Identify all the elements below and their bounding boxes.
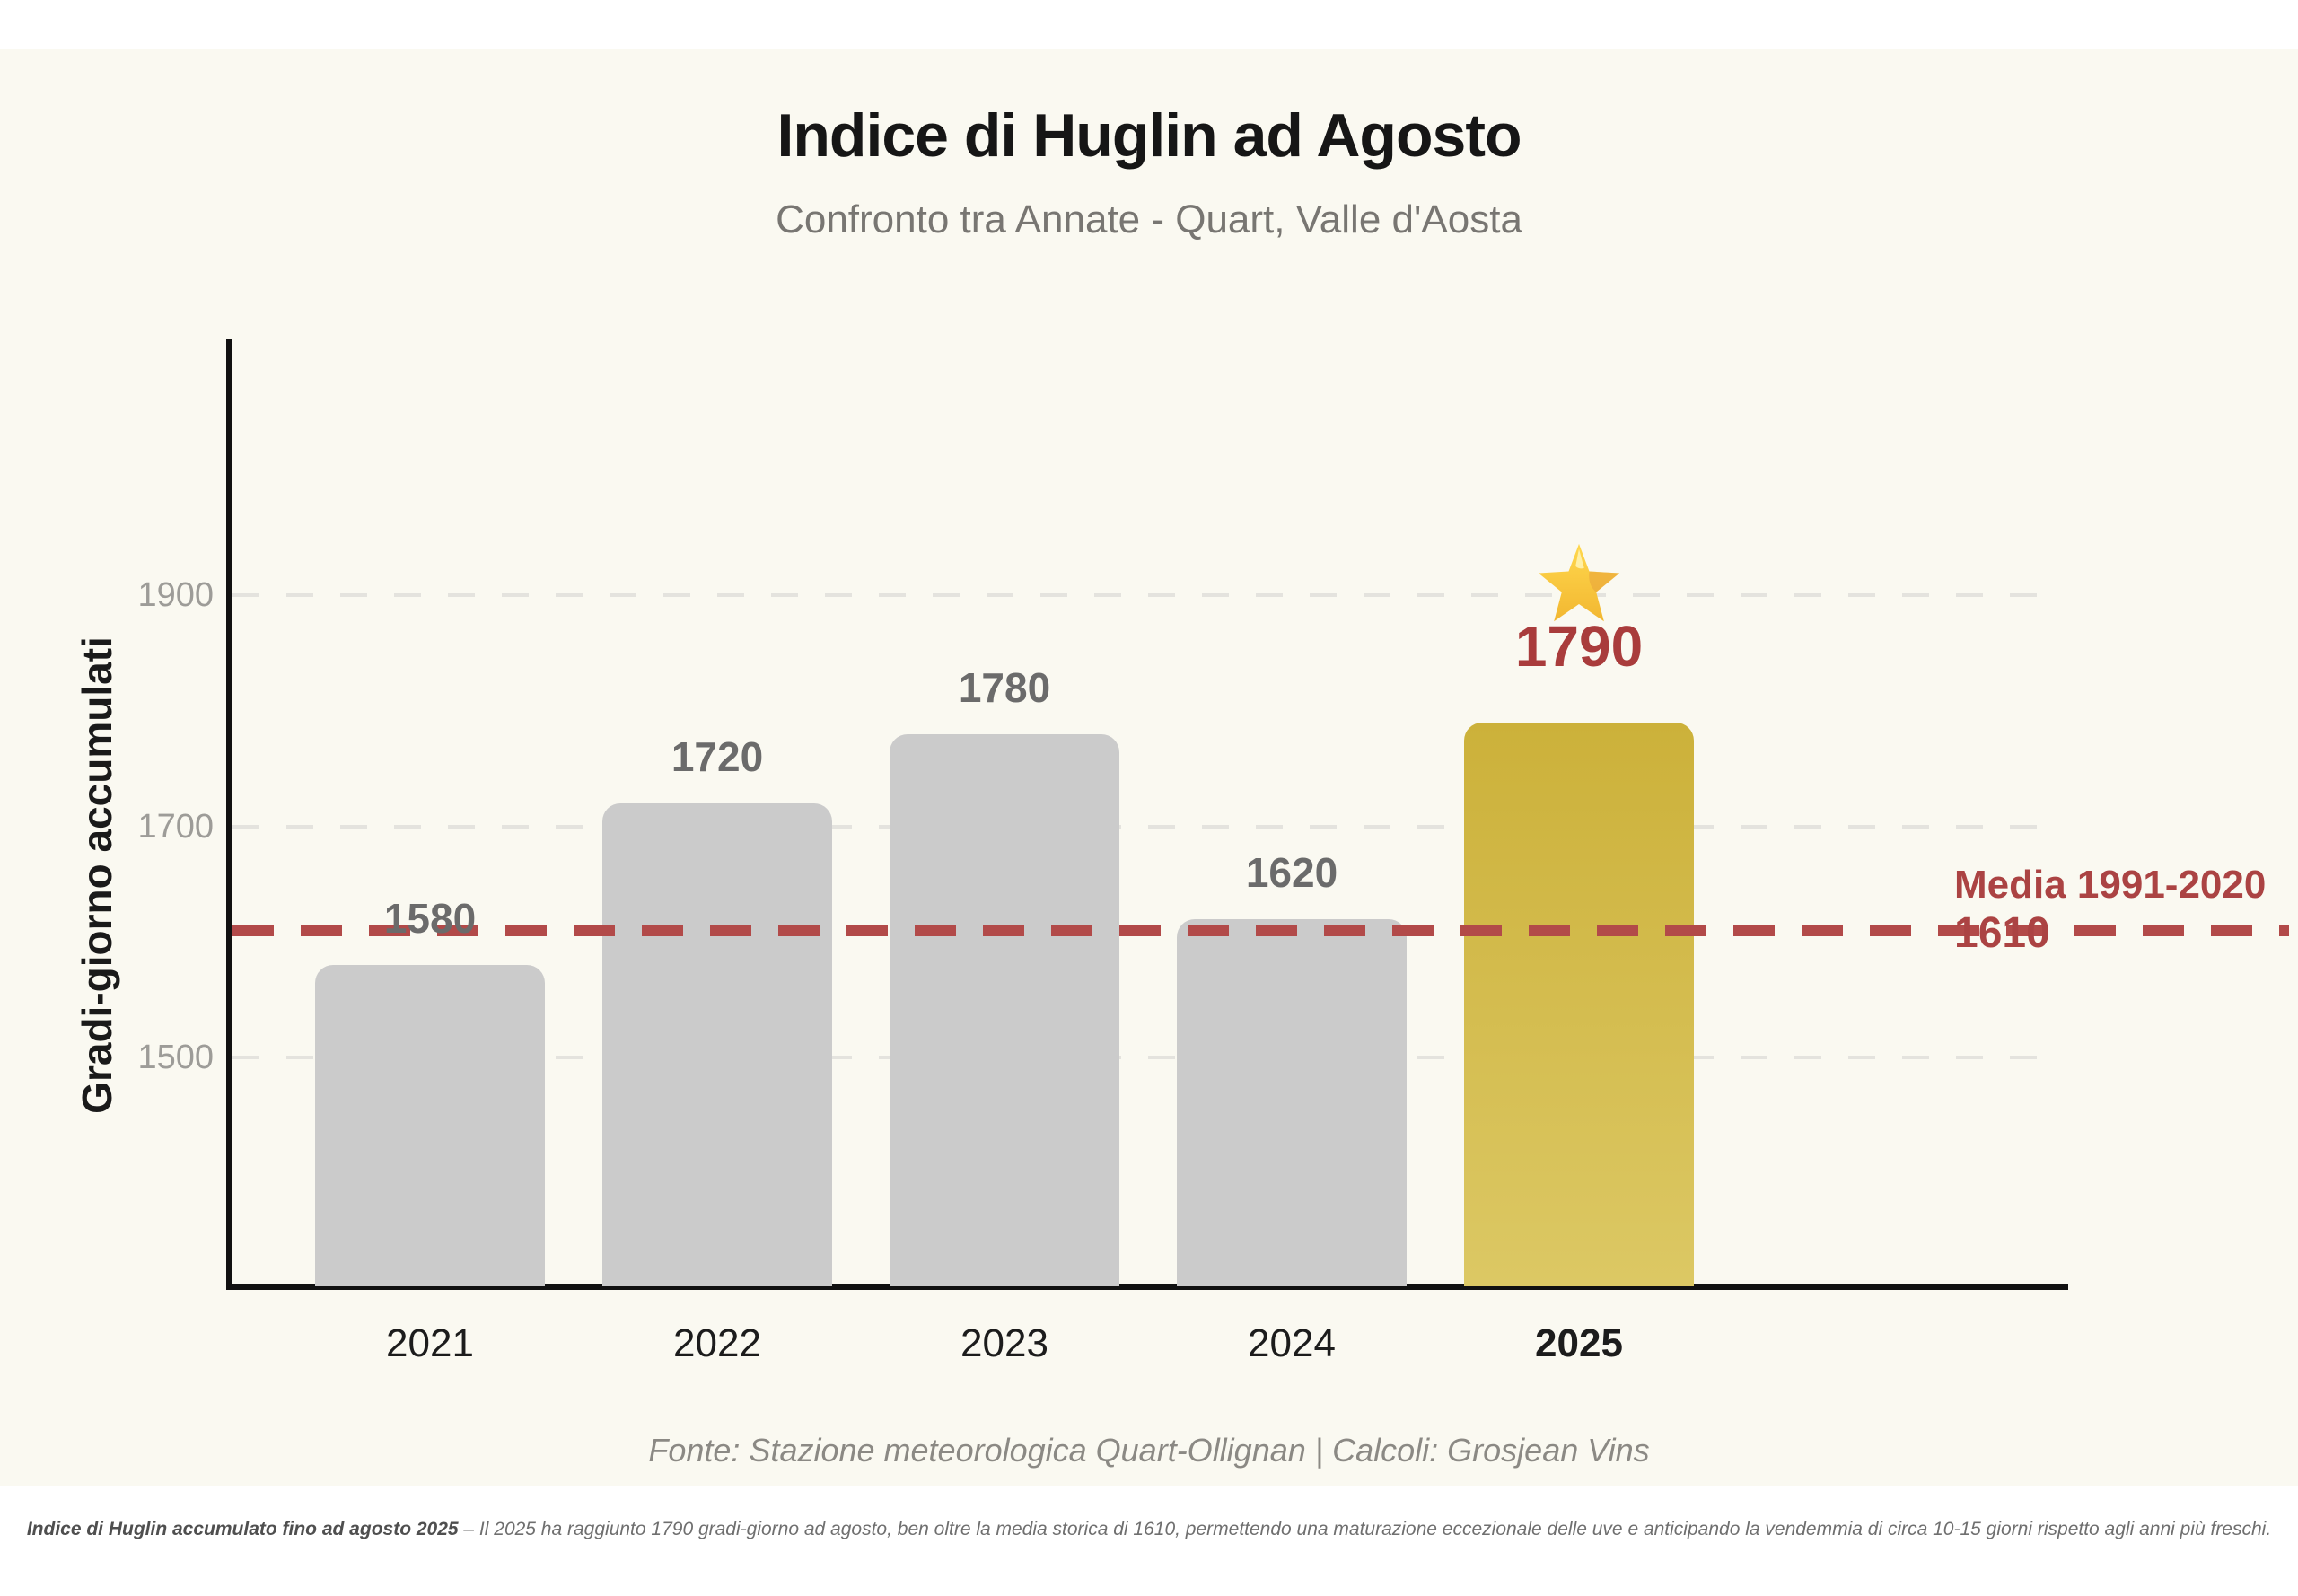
- star-icon: [1538, 543, 1620, 622]
- y-tick-label: 1900: [137, 576, 214, 614]
- reference-line-label: Media 1991-2020: [1954, 863, 2267, 907]
- caption-text: – Il 2025 ha raggiunto 1790 gradi-giorno…: [458, 1519, 2272, 1539]
- bottom-caption: Indice di Huglin accumulato fino ad agos…: [0, 1519, 2298, 1540]
- caption-bold: Indice di Huglin accumulato fino ad agos…: [26, 1519, 459, 1539]
- x-tick-label-2025: 2025: [1535, 1321, 1623, 1365]
- chart-subtitle: Confronto tra Annate - Quart, Valle d'Ao…: [776, 197, 1522, 241]
- source-line: Fonte: Stazione meteorologica Quart-Olli…: [648, 1432, 1650, 1469]
- value-label-2021: 1580: [383, 895, 477, 942]
- reference-dashed-line: [232, 925, 2289, 937]
- bar-2024: [1177, 918, 1407, 1286]
- reference-line-labels: Media 1991-2020 1610: [1954, 862, 2266, 959]
- y-tick-label: 1500: [137, 1039, 214, 1076]
- bar-2022: [602, 802, 832, 1286]
- x-tick-label-2023: 2023: [960, 1321, 1048, 1365]
- bar-2021: [315, 965, 545, 1286]
- y-axis-line: [226, 339, 232, 1290]
- value-label-2022: 1720: [671, 732, 764, 780]
- value-label-2024: 1620: [1245, 848, 1338, 896]
- x-tick-label-2024: 2024: [1248, 1321, 1336, 1365]
- value-label-2023: 1780: [958, 663, 1051, 711]
- x-tick-label-2021: 2021: [386, 1321, 474, 1365]
- x-tick-label-2022: 2022: [673, 1321, 761, 1365]
- reference-line-value: 1610: [1954, 909, 2050, 957]
- bar-2025: [1464, 722, 1694, 1286]
- caption-strip: [0, 1486, 2298, 1596]
- x-axis-line: [226, 1284, 2068, 1290]
- gridline-1500: [232, 1056, 2056, 1059]
- value-label-2025: 1790: [1514, 613, 1644, 679]
- gridline-1900: [232, 593, 2056, 597]
- y-tick-label: 1700: [137, 807, 214, 846]
- bar-2023: [890, 733, 1119, 1286]
- chart-title: Indice di Huglin ad Agosto: [776, 101, 1522, 170]
- gridline-1700: [232, 824, 2056, 829]
